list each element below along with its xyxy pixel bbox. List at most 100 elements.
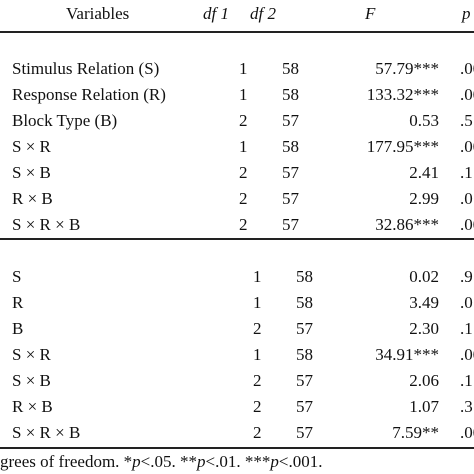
footnote-p-symbol: p bbox=[270, 452, 279, 471]
row-variable: S × R × B bbox=[12, 423, 81, 442]
row-p: .00 bbox=[460, 85, 474, 104]
row-p: .00 bbox=[460, 423, 474, 442]
row-p: .3 bbox=[460, 397, 473, 416]
row-variable: Block Type (B) bbox=[12, 111, 118, 130]
row-df2: 58 bbox=[296, 345, 313, 364]
row-df1: 2 bbox=[239, 215, 248, 234]
row-df2: 57 bbox=[296, 423, 313, 442]
footnote-p-symbol: p bbox=[132, 452, 141, 471]
row-df1: 2 bbox=[253, 397, 262, 416]
row-f: 34.91*** bbox=[375, 345, 439, 364]
row-df1: 2 bbox=[253, 423, 262, 442]
row-variable: R × B bbox=[12, 397, 53, 416]
row-f: 2.06 bbox=[409, 371, 439, 390]
row-df1: 2 bbox=[253, 371, 262, 390]
row-df2: 57 bbox=[296, 397, 313, 416]
row-df2: 57 bbox=[282, 189, 299, 208]
row-variable: S × B bbox=[12, 163, 51, 182]
row-f: 3.49 bbox=[409, 293, 439, 312]
row-f: 133.32*** bbox=[366, 85, 439, 104]
row-df1: 2 bbox=[239, 189, 248, 208]
row-p: .1 bbox=[460, 371, 473, 390]
row-f: 32.86*** bbox=[375, 215, 439, 234]
table-row: R × B 2 57 1.07 .3 bbox=[0, 397, 474, 423]
row-f: 2.30 bbox=[409, 319, 439, 338]
row-df2: 57 bbox=[296, 319, 313, 338]
row-df1: 1 bbox=[239, 59, 248, 78]
row-f: 7.59** bbox=[392, 423, 439, 442]
row-p: .1 bbox=[460, 163, 473, 182]
row-f: 0.53 bbox=[409, 111, 439, 130]
row-p: .9 bbox=[460, 267, 473, 286]
table-row: S × R 1 58 34.91*** .00 bbox=[0, 345, 474, 371]
column-header-df2: df 2 bbox=[250, 4, 276, 23]
table-row: R × B 2 57 2.99 .0 bbox=[0, 189, 474, 215]
table-row: Block Type (B) 2 57 0.53 .5 bbox=[0, 111, 474, 137]
row-df2: 58 bbox=[282, 85, 299, 104]
table-row: B 2 57 2.30 .1 bbox=[0, 319, 474, 345]
row-df1: 2 bbox=[253, 319, 262, 338]
table-row: S × R × B 2 57 7.59** .00 bbox=[0, 423, 474, 449]
row-f: 57.79*** bbox=[375, 59, 439, 78]
row-df2: 57 bbox=[296, 371, 313, 390]
row-f: 2.99 bbox=[409, 189, 439, 208]
row-df2: 58 bbox=[296, 293, 313, 312]
row-variable: S × B bbox=[12, 371, 51, 390]
row-p: .00 bbox=[460, 345, 474, 364]
table-row: S × B 2 57 2.06 .1 bbox=[0, 371, 474, 397]
table-row: Stimulus Relation (S) 1 58 57.79*** .00 bbox=[0, 59, 474, 85]
row-df1: 2 bbox=[239, 163, 248, 182]
row-variable: S × R bbox=[12, 137, 51, 156]
row-f: 1.07 bbox=[409, 397, 439, 416]
row-p: .0 bbox=[460, 293, 473, 312]
header-rule bbox=[0, 31, 474, 33]
row-p: .5 bbox=[460, 111, 473, 130]
row-df1: 2 bbox=[239, 111, 248, 130]
row-variable: Response Relation (R) bbox=[12, 85, 166, 104]
footnote-p-symbol: p bbox=[197, 452, 206, 471]
row-variable: B bbox=[12, 319, 24, 338]
row-p: .0 bbox=[460, 189, 473, 208]
row-f: 177.95*** bbox=[366, 137, 439, 156]
row-df1: 1 bbox=[253, 345, 262, 364]
row-df2: 58 bbox=[282, 137, 299, 156]
row-variable: S bbox=[12, 267, 22, 286]
footnote-threshold-2: <.01. *** bbox=[205, 452, 271, 471]
row-variable: R bbox=[12, 293, 24, 312]
table-row: Response Relation (R) 1 58 133.32*** .00 bbox=[0, 85, 474, 111]
row-p: .00 bbox=[460, 215, 474, 234]
row-variable: R × B bbox=[12, 189, 53, 208]
row-variable: Stimulus Relation (S) bbox=[12, 59, 160, 78]
row-p: .00 bbox=[460, 59, 474, 78]
row-df2: 57 bbox=[282, 215, 299, 234]
table-row: S 1 58 0.02 .9 bbox=[0, 267, 474, 293]
row-f: 2.41 bbox=[409, 163, 439, 182]
column-header-f: F bbox=[365, 4, 376, 23]
section-rule bbox=[0, 238, 474, 240]
row-df2: 57 bbox=[282, 163, 299, 182]
column-header-variables: Variables bbox=[66, 4, 130, 23]
row-variable: S × R × B bbox=[12, 215, 81, 234]
footnote-threshold-3: <.001. bbox=[278, 452, 323, 471]
row-df1: 1 bbox=[253, 267, 262, 286]
table-row: S × R 1 58 177.95*** .00 bbox=[0, 137, 474, 163]
row-variable: S × R bbox=[12, 345, 51, 364]
bottom-rule bbox=[0, 447, 474, 449]
table-row: S × B 2 57 2.41 .1 bbox=[0, 163, 474, 189]
row-f: 0.02 bbox=[409, 267, 439, 286]
table-row: S × R × B 2 57 32.86*** .00 bbox=[0, 215, 474, 241]
column-header-df1: df 1 bbox=[203, 4, 229, 23]
table-row: R 1 58 3.49 .0 bbox=[0, 293, 474, 319]
footnote-lead: grees of freedom. * bbox=[0, 452, 133, 471]
row-df2: 58 bbox=[296, 267, 313, 286]
row-p: .00 bbox=[460, 137, 474, 156]
row-df1: 1 bbox=[239, 85, 248, 104]
footnote-threshold-1: <.05. ** bbox=[140, 452, 198, 471]
row-df1: 1 bbox=[253, 293, 262, 312]
row-df1: 1 bbox=[239, 137, 248, 156]
column-header-p: p bbox=[462, 4, 471, 23]
row-p: .1 bbox=[460, 319, 473, 338]
row-df2: 57 bbox=[282, 111, 299, 130]
table-footnote: grees of freedom. *p<.05. **p<.01. ***p<… bbox=[0, 452, 322, 472]
row-df2: 58 bbox=[282, 59, 299, 78]
